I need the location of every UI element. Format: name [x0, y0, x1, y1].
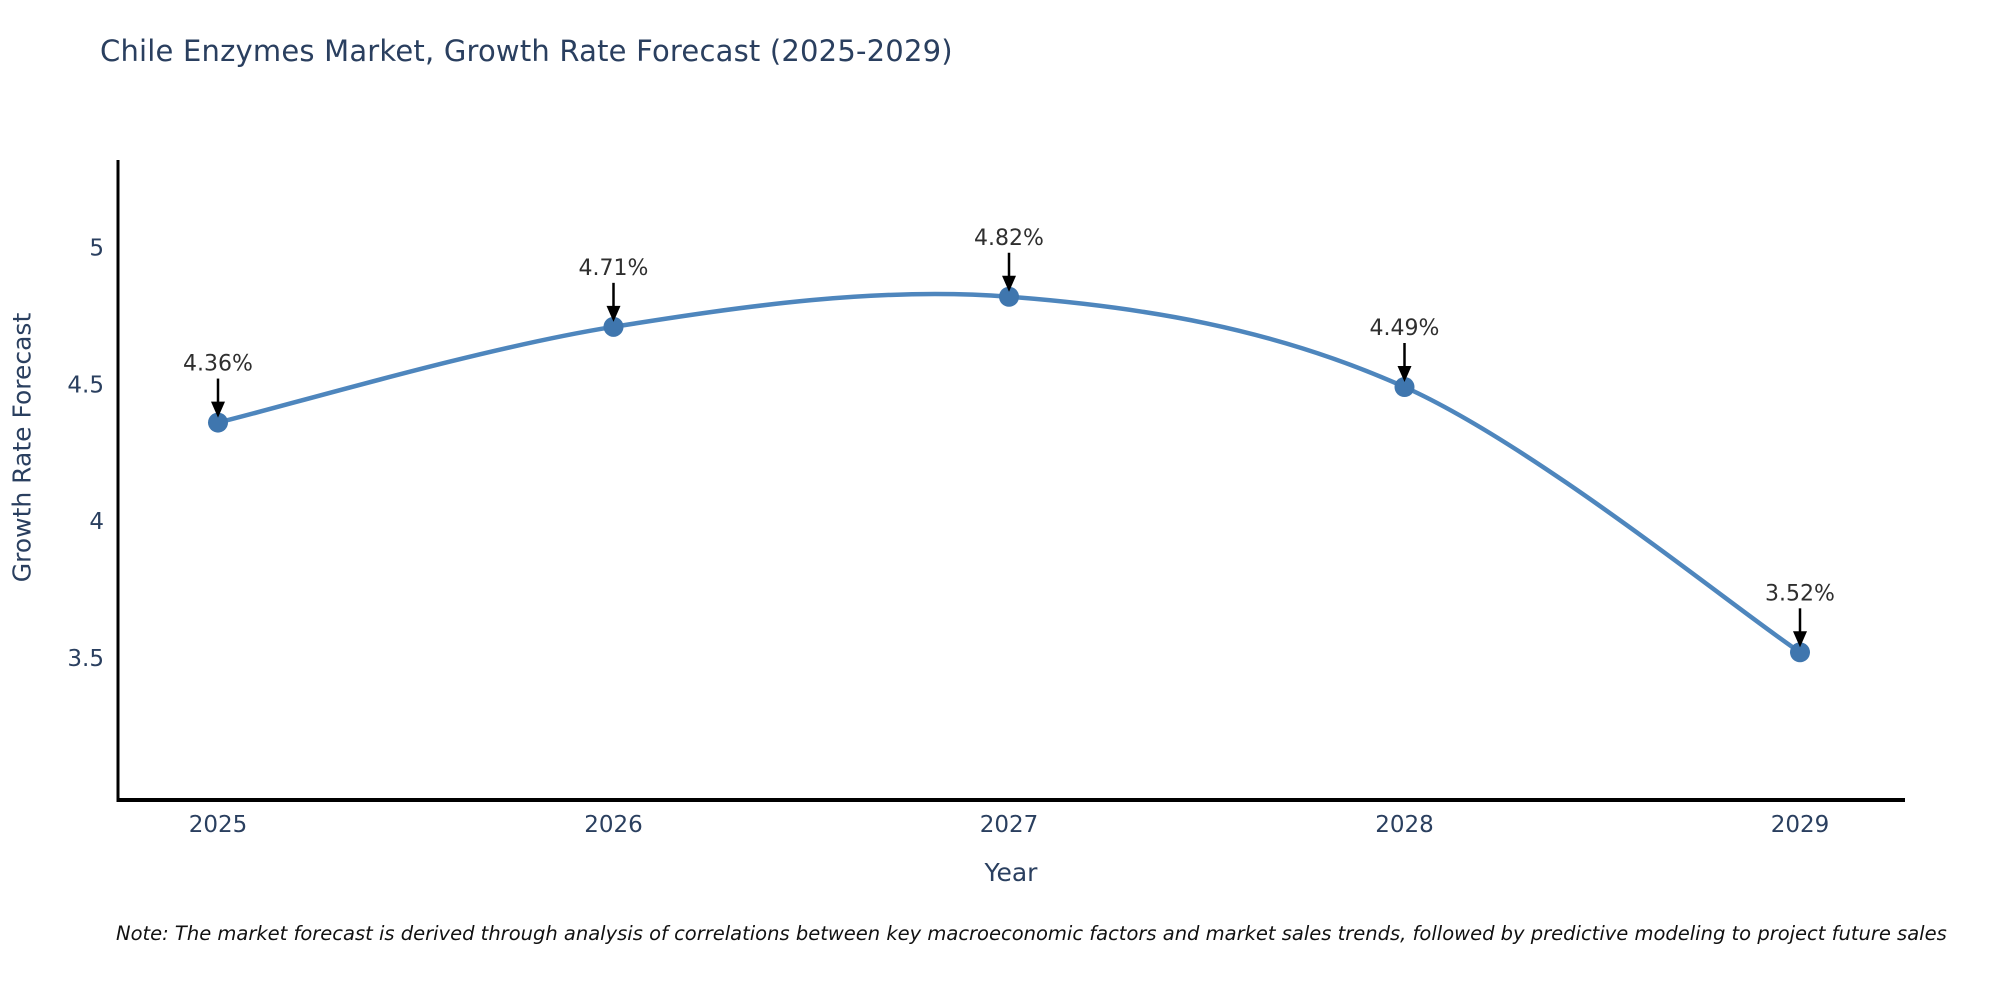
annotation-arrowhead-icon: [1002, 275, 1016, 292]
annotation-arrowhead-icon: [211, 401, 225, 418]
x-tick-label: 2026: [584, 812, 643, 838]
data-point-marker: [603, 316, 624, 337]
y-tick-label: 5: [89, 236, 104, 262]
annotation-arrowhead-icon: [606, 305, 621, 322]
data-point-label: 4.71%: [579, 256, 649, 281]
data-point-marker: [208, 412, 228, 433]
y-tick-label: 3.5: [67, 646, 104, 672]
y-tick-label: 4.5: [67, 372, 104, 398]
data-point-label: 3.52%: [1765, 581, 1835, 606]
data-point-label: 4.82%: [974, 226, 1044, 251]
data-point-label: 4.49%: [1370, 316, 1440, 341]
annotation-arrowhead-icon: [1793, 631, 1807, 648]
data-point-marker: [999, 286, 1019, 307]
forecast-line: [217, 291, 1802, 655]
x-tick-label: 2025: [189, 812, 248, 838]
x-tick-label: 2027: [980, 812, 1039, 838]
chart-title: Chile Enzymes Market, Growth Rate Foreca…: [100, 34, 953, 68]
y-tick-label: 4: [89, 509, 104, 535]
x-tick-label: 2028: [1375, 812, 1434, 838]
annotation-arrowhead-icon: [1397, 366, 1412, 383]
data-point-label: 4.36%: [183, 352, 253, 377]
footnote: Note: The market forecast is derived thr…: [116, 922, 1947, 945]
data-point-marker: [1790, 642, 1810, 663]
x-tick-label: 2029: [1771, 812, 1830, 838]
data-point-marker: [1394, 377, 1415, 398]
x-axis-title: Year: [984, 858, 1038, 887]
y-axis-title: Growth Rate Forecast: [7, 312, 37, 583]
